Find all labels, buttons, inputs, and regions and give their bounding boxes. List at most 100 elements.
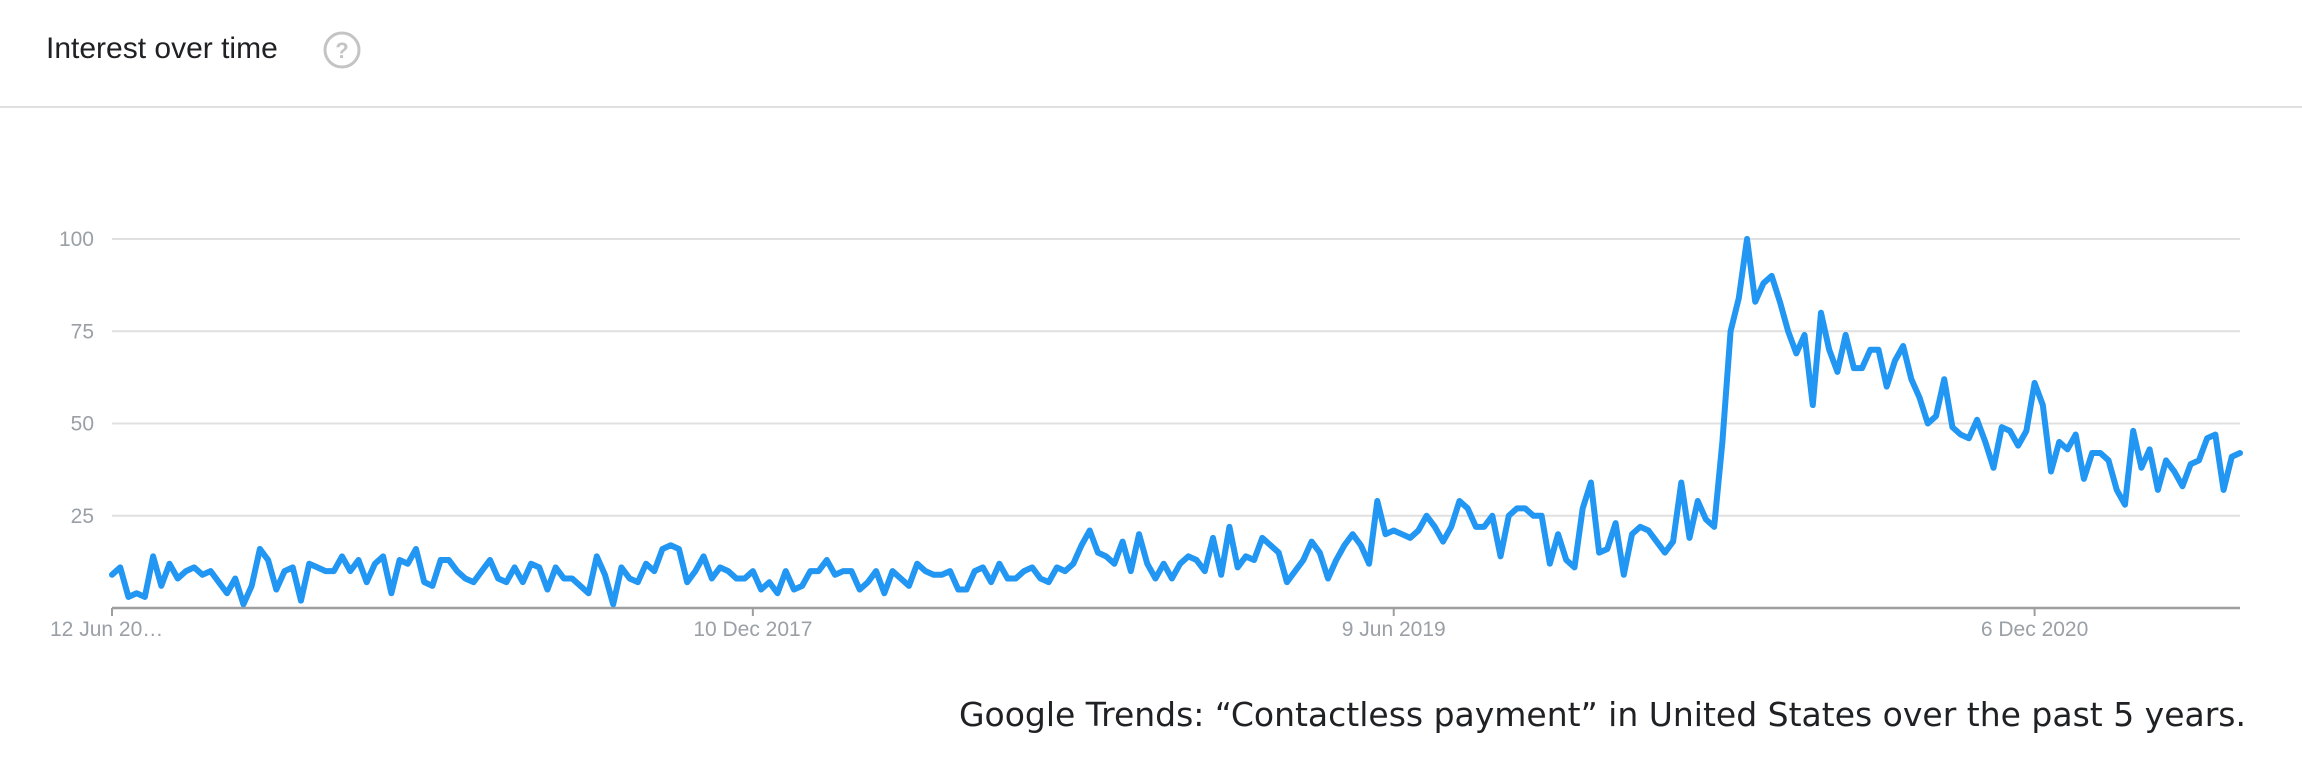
data-point [858,588,861,591]
x-tick-label-0: 12 Jun 20… [50,618,163,641]
data-point [406,562,409,565]
data-point [2017,444,2020,447]
data-point [1244,555,1247,558]
data-point [1877,348,1880,351]
data-point [1146,562,1149,565]
data-point [1474,525,1477,528]
data-point [1096,551,1099,554]
data-point [2189,463,2192,466]
data-point [784,570,787,573]
data-point [1918,396,1921,399]
data-point [1023,570,1026,573]
help-circle-icon[interactable]: ? [322,30,362,70]
data-point [283,570,286,573]
data-point [1228,525,1231,528]
data-point [1647,529,1650,532]
data-point [661,547,664,550]
data-point [2025,429,2028,432]
data-point [390,592,393,595]
data-point [234,577,237,580]
data-point [1294,570,1297,573]
data-point [299,599,302,602]
data-point [1614,522,1617,525]
data-point [1458,499,1461,502]
data-point [275,588,278,591]
data-point [373,562,376,565]
data-point [1368,562,1371,565]
data-point [152,555,155,558]
data-point [1154,577,1157,580]
data-point [530,562,533,565]
data-point [1869,348,1872,351]
data-point [1261,536,1264,539]
data-point [1006,577,1009,580]
data-point [562,577,565,580]
data-point [2181,485,2184,488]
data-point [957,588,960,591]
data-point [1704,518,1707,521]
data-point [1409,536,1412,539]
data-point [176,577,179,580]
data-point [1688,536,1691,539]
data-point [2206,437,2209,440]
chart-caption: Google Trends: “Contactless payment” in … [958,695,2246,734]
data-point [1984,440,1987,443]
data-point [1893,359,1896,362]
data-point [2156,488,2159,491]
data-point [1187,555,1190,558]
x-tick-label-3: 6 Dec 2020 [1981,618,2088,641]
data-point [981,566,984,569]
data-point [792,588,795,591]
data-point [2041,404,2044,407]
data-point [940,573,943,576]
data-point [1302,559,1305,562]
data-point [1236,566,1239,569]
data-point [1327,577,1330,580]
data-point [2008,429,2011,432]
data-point [1253,559,1256,562]
data-point [357,559,360,562]
data-point [1935,415,1938,418]
data-point [1959,433,1962,436]
data-point [1795,352,1798,355]
data-point [119,566,122,569]
data-point [612,603,615,606]
data-point [1836,370,1839,373]
data-point [554,566,557,569]
interest-over-time-chart: 25 50 75 100 12 Jun 20… 10 Dec 2017 9 Jun 2019… [50,228,2243,641]
data-point [226,592,229,595]
data-point [825,559,828,562]
data-point [1055,566,1058,569]
svg-text:?: ? [335,38,348,63]
data-point [1138,533,1141,536]
data-point [1384,533,1387,536]
data-point [1696,499,1699,502]
data-point [423,581,426,584]
data-point [727,570,730,573]
data-point [1499,555,1502,558]
data-point [2239,452,2242,455]
data-point [628,577,631,580]
data-point [193,566,196,569]
data-point [415,547,418,550]
data-point [1400,533,1403,536]
data-point [1540,514,1543,517]
data-point [751,570,754,573]
data-point [1844,333,1847,336]
data-point [2123,503,2126,506]
data-point [1039,577,1042,580]
data-point [513,566,516,569]
data-point [579,584,582,587]
data-point [1803,333,1806,336]
data-point [1622,573,1625,576]
data-point [2058,440,2061,443]
data-point [1376,499,1379,502]
data-point [686,581,689,584]
data-point [505,581,508,584]
data-point [2091,452,2094,455]
data-point [1787,330,1790,333]
data-point [776,592,779,595]
data-point [694,570,697,573]
data-point [1557,533,1560,536]
data-point [1277,551,1280,554]
